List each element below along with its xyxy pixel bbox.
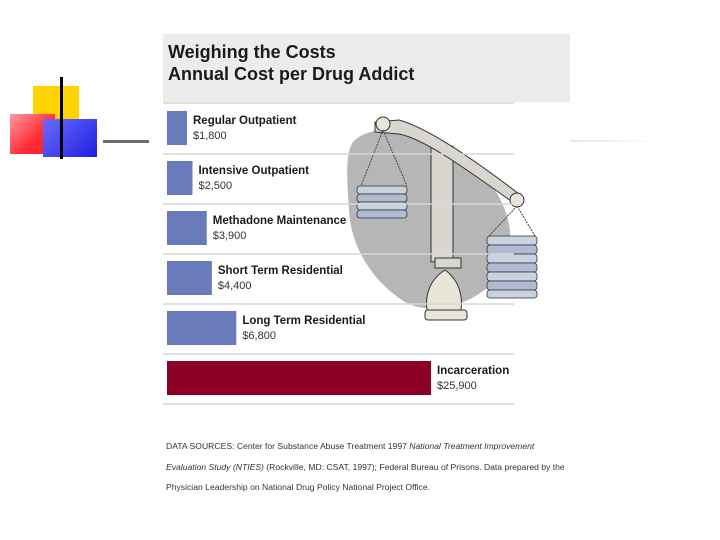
bar-intensive-outpatient (167, 161, 193, 195)
bar-short-term-residential (167, 261, 212, 295)
source-text-italic: National Treatment Improvement Evaluatio… (166, 441, 537, 472)
value-incarceration: $25,900 (437, 380, 477, 392)
bar-incarceration (167, 361, 431, 395)
chart-title: Weighing the Costs (168, 42, 336, 62)
bar-regular-outpatient (167, 111, 187, 145)
chart-subtitle: Annual Cost per Drug Addict (168, 64, 415, 84)
ornament-horizontal-line (103, 140, 149, 143)
label-incarceration: Incarceration (437, 365, 509, 377)
label-intensive-outpatient: Intensive Outpatient (198, 165, 309, 177)
label-long-term-residential: Long Term Residential (242, 315, 365, 327)
ornament-blue-square (43, 119, 97, 157)
bars-group: Regular Outpatient $1,800 Intensive Outpat… (163, 102, 514, 405)
bar-methadone-maintenance (167, 211, 207, 245)
chart-panel: Weighing the Costs Annual Cost per Drug … (163, 34, 570, 512)
ornament-horizontal-line-right (570, 140, 652, 142)
source-text-suffix: (Rockville, MD: CSAT, 1997); Federal Bur… (166, 461, 568, 493)
label-short-term-residential: Short Term Residential (218, 265, 343, 277)
bar-chart: Regular Outpatient $1,800 Intensive Outpat… (163, 102, 538, 405)
source-text-prefix: DATA SOURCES: Center for Substance Abuse… (166, 441, 410, 451)
data-sources-note: DATA SOURCES: Center for Substance Abuse… (166, 436, 566, 498)
value-intensive-outpatient: $2,500 (198, 180, 232, 192)
value-regular-outpatient: $1,800 (193, 130, 227, 142)
chart-header: Weighing the Costs Annual Cost per Drug … (163, 34, 570, 102)
ornament-vertical-line (60, 77, 63, 159)
value-short-term-residential: $4,400 (218, 280, 252, 292)
bar-long-term-residential (167, 311, 237, 345)
value-long-term-residential: $6,800 (242, 330, 276, 342)
label-regular-outpatient: Regular Outpatient (193, 115, 297, 127)
value-methadone-maintenance: $3,900 (213, 230, 247, 242)
label-methadone-maintenance: Methadone Maintenance (213, 215, 347, 227)
balance-scale-icon (347, 116, 538, 321)
